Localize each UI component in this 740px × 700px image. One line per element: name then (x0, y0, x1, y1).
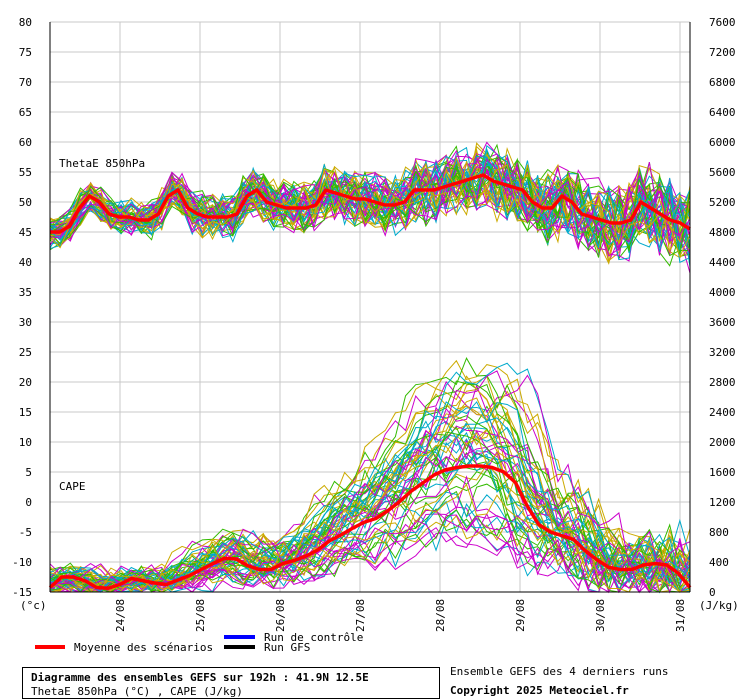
right-tick-label: 6000 (709, 136, 736, 149)
cape-mean-line (48, 464, 692, 590)
mean-series (48, 173, 692, 590)
right-tick-label: 4000 (709, 286, 736, 299)
x-tick-label: 26/08 (274, 599, 287, 632)
cape-member-line (49, 359, 691, 590)
right-tick-label: 400 (709, 556, 729, 569)
left-tick-label: 70 (19, 76, 32, 89)
right-tick-label: 0 (709, 586, 716, 599)
right-tick-label: 5200 (709, 196, 736, 209)
right-tick-label: 7600 (709, 16, 736, 29)
legend-label-gfs: Run GFS (264, 641, 310, 654)
cape-member-line (49, 380, 691, 593)
right-tick-label: 2000 (709, 436, 736, 449)
x-tick-label: 24/08 (114, 599, 127, 632)
left-axis-unit: (°c) (20, 599, 47, 612)
right-tick-label: 4400 (709, 256, 736, 269)
footer-title-box: Diagramme des ensembles GEFS sur 192h : … (22, 667, 440, 699)
left-tick-label: -15 (12, 586, 32, 599)
left-tick-label: 65 (19, 106, 32, 119)
left-tick-label: 15 (19, 406, 32, 419)
left-tick-label: 40 (19, 256, 32, 269)
right-tick-label: 6400 (709, 106, 736, 119)
thetae-member-line (49, 169, 691, 274)
x-tick-label: 31/08 (674, 599, 687, 632)
cape-member-line (49, 370, 691, 589)
right-tick-label: 1200 (709, 496, 736, 509)
axes (49, 22, 691, 593)
left-tick-label: 35 (19, 286, 32, 299)
thetae-member-line (49, 163, 691, 257)
right-tick-label: 6800 (709, 76, 736, 89)
x-tick-label: 25/08 (194, 599, 207, 632)
right-tick-label: 2800 (709, 376, 736, 389)
x-tick-label: 27/08 (354, 599, 367, 632)
cape-member-line (49, 401, 691, 592)
thetae-member-line (49, 155, 691, 253)
right-tick-label: 1600 (709, 466, 736, 479)
right-tick-label: 2400 (709, 406, 736, 419)
runs-note: Ensemble GEFS des 4 derniers runs (450, 665, 669, 678)
left-tick-label: -10 (12, 556, 32, 569)
legend-label-control: Run de contrôle (264, 631, 363, 644)
right-tick-label: 4800 (709, 226, 736, 239)
cape-member-line (49, 515, 691, 593)
cape-member-line (49, 375, 691, 593)
cape-member-line (49, 508, 691, 593)
ensemble-members (49, 141, 691, 594)
legend: Moyenne des scénarios Run de contrôle Ru… (35, 631, 363, 654)
left-tick-label: 55 (19, 166, 32, 179)
cape-member-line (49, 509, 690, 593)
left-tick-label: 45 (19, 226, 32, 239)
thetae-mean-line (50, 173, 691, 234)
left-tick-label: -5 (19, 526, 32, 539)
x-tick-label: 28/08 (434, 599, 447, 632)
right-axis-unit: (J/kg) (699, 599, 739, 612)
left-tick-label: 5 (25, 466, 32, 479)
left-tick-label: 25 (19, 346, 32, 359)
left-tick-label: 50 (19, 196, 32, 209)
cape-member-line (49, 362, 691, 589)
left-tick-label: 75 (19, 46, 32, 59)
right-tick-label: 3200 (709, 346, 736, 359)
cape-member-line (49, 483, 691, 593)
left-tick-label: 0 (25, 496, 32, 509)
legend-label-mean: Moyenne des scénarios (74, 641, 213, 654)
x-tick-label: 29/08 (514, 599, 527, 632)
left-tick-label: 20 (19, 376, 32, 389)
left-tick-label: 10 (19, 436, 32, 449)
panel-label-thetae: ThetaE 850hPa (59, 157, 145, 170)
left-tick-label: 60 (19, 136, 32, 149)
chart-title: Diagramme des ensembles GEFS sur 192h : … (31, 671, 369, 684)
right-tick-label: 7200 (709, 46, 736, 59)
right-tick-label: 3600 (709, 316, 736, 329)
left-tick-label: 30 (19, 316, 32, 329)
right-tick-label: 5600 (709, 166, 736, 179)
chart-subtitle: ThetaE 850hPa (°C) , CAPE (J/kg) (31, 685, 243, 698)
left-tick-label: 80 (19, 16, 32, 29)
cape-member-line (49, 384, 691, 591)
grid (50, 21, 690, 593)
panel-label-cape: CAPE (59, 480, 86, 493)
copyright: Copyright 2025 Meteociel.fr (450, 684, 629, 697)
right-tick-label: 800 (709, 526, 729, 539)
x-tick-label: 30/08 (594, 599, 607, 632)
